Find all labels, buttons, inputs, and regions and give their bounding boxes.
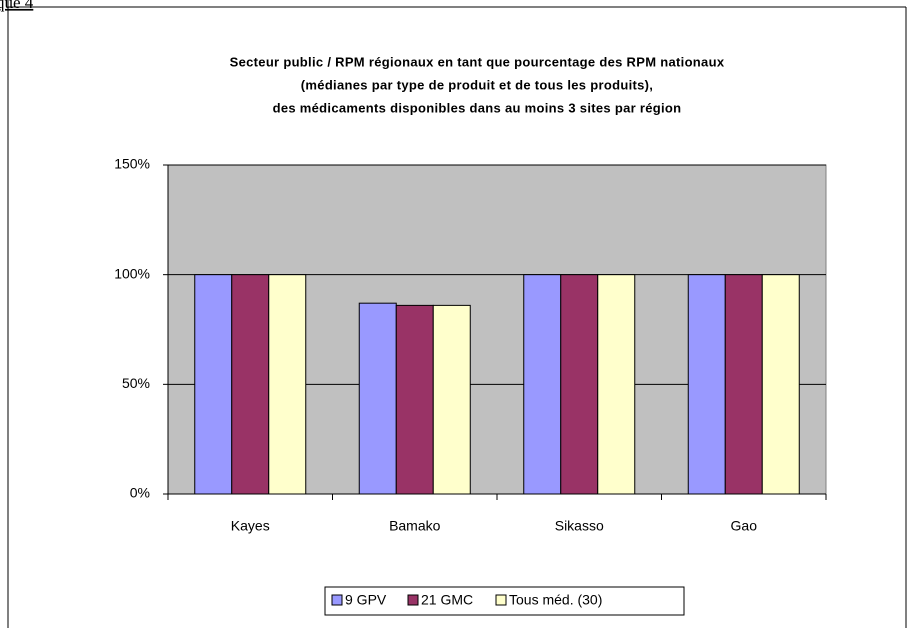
legend-swatch — [407, 594, 419, 606]
x-tick-label: Kayes — [231, 518, 270, 534]
x-tick-label: Bamako — [389, 518, 441, 534]
bar — [761, 274, 800, 495]
bar — [432, 304, 471, 495]
bar — [523, 274, 562, 495]
legend-swatch — [331, 594, 343, 606]
bar — [560, 274, 599, 495]
caption: que 4 — [0, 0, 34, 12]
chart-title: des médicaments disponibles dans au moin… — [273, 100, 682, 115]
y-tick-label: 150% — [114, 156, 150, 172]
legend-label: 9 GPV — [345, 592, 387, 608]
x-tick-label: Sikasso — [555, 518, 604, 534]
bar — [358, 302, 397, 495]
bar — [724, 274, 763, 495]
bar — [194, 274, 233, 495]
legend-label: 21 GMC — [421, 592, 473, 608]
legend-swatch — [495, 594, 507, 606]
chart-title: Secteur public / RPM régionaux en tant q… — [230, 54, 725, 69]
chart-title: (médianes par type de produit et de tous… — [301, 77, 653, 92]
y-tick-label: 100% — [114, 265, 150, 281]
bar — [597, 274, 636, 495]
x-tick-label: Gao — [731, 518, 758, 534]
bar — [687, 274, 726, 495]
y-tick-label: 50% — [122, 375, 150, 391]
y-tick-label: 0% — [130, 485, 150, 501]
bar — [395, 304, 434, 495]
bar — [231, 274, 270, 495]
legend-label: Tous méd. (30) — [509, 592, 602, 608]
bar — [268, 274, 307, 495]
